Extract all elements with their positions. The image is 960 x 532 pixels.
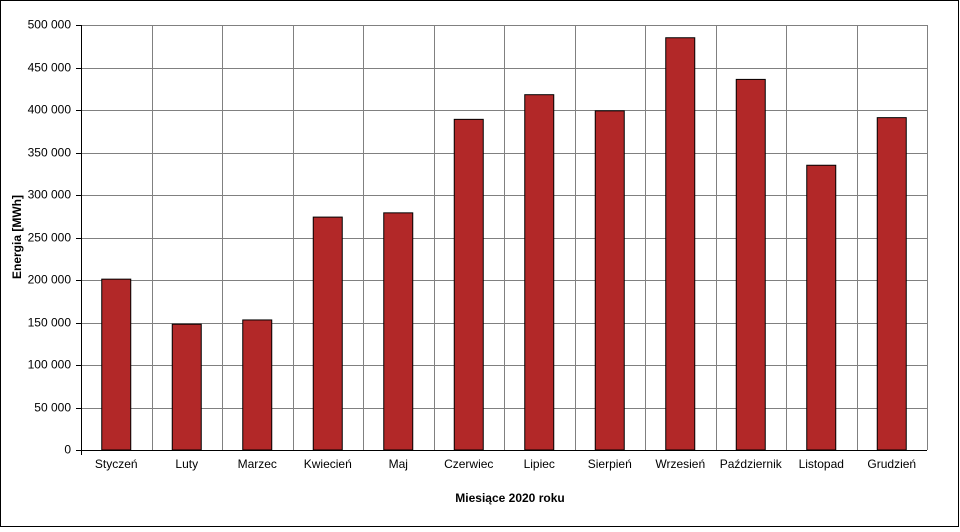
- y-tick-label: 100 000: [28, 358, 72, 372]
- bar: [806, 164, 837, 451]
- bar: [171, 323, 202, 451]
- bar: [594, 110, 625, 451]
- x-tick-label: Październik: [720, 457, 783, 471]
- bar: [312, 216, 343, 451]
- bar: [735, 78, 766, 451]
- x-tick-label: Marzec: [238, 457, 277, 471]
- y-tick-label: 150 000: [28, 316, 72, 330]
- bar: [383, 212, 414, 451]
- x-tick-label: Kwiecień: [304, 457, 352, 471]
- x-tick-label: Grudzień: [867, 457, 916, 471]
- x-tick-label: Listopad: [799, 457, 844, 471]
- x-tick-label: Styczeń: [95, 457, 138, 471]
- bar: [101, 278, 132, 451]
- x-tick-label: Wrzesień: [655, 457, 705, 471]
- bar: [876, 117, 907, 451]
- x-tick-label: Maj: [389, 457, 408, 471]
- bar: [524, 94, 555, 451]
- y-tick-label: 250 000: [28, 231, 72, 245]
- y-tick-label: 500 000: [28, 18, 72, 32]
- y-tick-label: 200 000: [28, 273, 72, 287]
- x-tick-label: Luty: [175, 457, 198, 471]
- y-tick-label: 300 000: [28, 188, 72, 202]
- bar: [242, 319, 273, 451]
- y-tick-label: 0: [64, 443, 71, 457]
- y-tick-label: 50 000: [34, 401, 71, 415]
- y-tick-label: 400 000: [28, 103, 72, 117]
- bar: [453, 118, 484, 451]
- x-tick-label: Lipiec: [524, 457, 555, 471]
- x-tick-label: Sierpień: [588, 457, 632, 471]
- x-axis-label: Miesiące 2020 roku: [455, 491, 564, 505]
- x-tick-label: Czerwiec: [444, 457, 493, 471]
- bar: [665, 37, 696, 451]
- y-axis-label: Energia [MWh]: [10, 195, 24, 279]
- y-tick-label: 350 000: [28, 146, 72, 160]
- y-tick-label: 450 000: [28, 61, 72, 75]
